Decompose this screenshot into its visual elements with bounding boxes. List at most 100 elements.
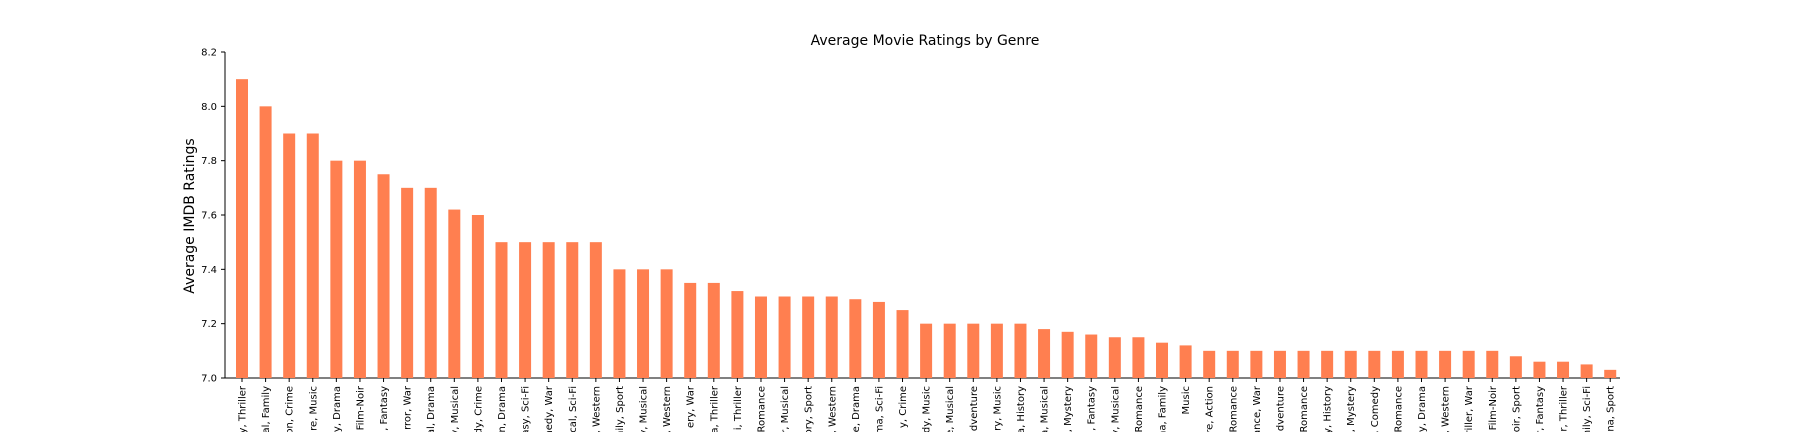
bar [1580, 364, 1593, 378]
bar [1368, 350, 1381, 378]
bar [1533, 361, 1546, 378]
x-axis-ticks: y, Thriller al, Family on, Crime re, Music y… [238, 378, 1617, 436]
bar [802, 296, 815, 378]
bar [471, 215, 484, 378]
x-tick-label: Romance [1393, 386, 1404, 432]
bar [401, 187, 414, 378]
x-tick-label: Romance [1228, 386, 1239, 432]
x-tick-label: oir, Sport [1511, 386, 1522, 432]
bar [589, 242, 602, 378]
x-tick-label: y, Thriller [238, 385, 249, 432]
bar [943, 323, 956, 378]
x-tick-label: y, Musical [639, 386, 650, 432]
bar [1415, 350, 1428, 378]
bar [330, 160, 343, 378]
bar [613, 269, 626, 378]
bar [566, 242, 579, 378]
bar [967, 323, 980, 378]
y-tick-label: 8.2 [201, 48, 217, 59]
x-tick-label: a, History [1016, 386, 1027, 432]
x-tick-label: riller, War [1464, 385, 1475, 432]
y-tick-label: 7.4 [201, 265, 217, 276]
x-tick-label: r, Musical [780, 386, 791, 432]
bar [1486, 350, 1499, 378]
bar [306, 133, 319, 378]
x-tick-label: asy, Sci-Fi [521, 386, 532, 432]
bar [778, 296, 791, 378]
x-tick-label: na, Family [1158, 386, 1169, 432]
x-tick-label: ory, Sport [804, 386, 815, 432]
bar [495, 242, 508, 378]
x-tick-label: y, Musical [1110, 386, 1121, 432]
y-axis-ticks: 7.0 7.2 7.4 7.6 7.8 8.0 8.2 [201, 48, 225, 385]
x-tick-label: re, Action [1205, 386, 1216, 432]
bar [1344, 350, 1357, 378]
x-tick-label: on, Crime [285, 386, 296, 432]
x-tick-label: r, Thriller [1559, 385, 1570, 432]
bar [1250, 350, 1263, 378]
x-tick-label: Romance [756, 386, 767, 432]
bar [424, 187, 437, 378]
x-tick-label: dy, Crime [473, 386, 484, 432]
bar [1108, 337, 1121, 378]
bar [754, 296, 767, 378]
x-tick-label: ery, War [686, 385, 697, 428]
bar [519, 242, 532, 378]
x-tick-label: e, Musical [945, 386, 956, 432]
bar [1226, 350, 1239, 378]
bar [353, 160, 366, 378]
x-tick-label: dy, Music [922, 386, 933, 432]
x-tick-label: na, Sport [1606, 386, 1617, 432]
x-tick-label: Film-Noir [1488, 385, 1499, 430]
bar [1038, 329, 1051, 378]
bar [707, 282, 720, 378]
bar [896, 310, 909, 378]
x-tick-label: Romance [1134, 386, 1145, 432]
bar [849, 299, 862, 378]
bar-series [236, 79, 1617, 379]
x-tick-label: , Western [1441, 386, 1452, 432]
x-tick-label: Film-Noir [355, 385, 366, 430]
x-tick-label: y, History [1323, 386, 1334, 432]
bar [1085, 334, 1098, 378]
x-tick-label: nily, Sport [615, 386, 626, 432]
y-tick-label: 7.8 [201, 156, 217, 167]
bar [872, 301, 885, 378]
x-tick-label: dventure [1275, 386, 1286, 431]
bar [1132, 337, 1145, 378]
bar [1061, 331, 1074, 378]
x-tick-label: nedy, War [544, 385, 555, 432]
bar [660, 269, 673, 378]
x-tick-label: i, Thriller [733, 385, 744, 430]
x-tick-label: y, Crime [898, 386, 909, 428]
x-tick-label: Music [1181, 386, 1192, 414]
bar [1604, 369, 1617, 378]
bar [920, 323, 933, 378]
x-tick-label: a, Thriller [709, 385, 720, 432]
x-tick-label: , Comedy [1370, 386, 1381, 432]
y-axis-label: Average IMDB Ratings [182, 138, 198, 293]
bar [1321, 350, 1334, 378]
x-tick-label: , Fantasy [379, 386, 390, 431]
y-tick-label: 7.2 [201, 319, 217, 330]
x-tick-label: ance, War [1252, 385, 1263, 432]
bar [1439, 350, 1452, 378]
bar [236, 79, 248, 379]
x-tick-label: al, Family [261, 386, 272, 432]
bar [684, 282, 697, 378]
bar [448, 209, 461, 378]
x-tick-label: , Western [591, 386, 602, 432]
x-tick-label: Romance [1299, 386, 1310, 432]
x-tick-label: , Mystery [1346, 386, 1357, 432]
x-tick-label: n, Drama [497, 386, 508, 432]
x-tick-label: , Fantasy [1087, 386, 1098, 431]
bar [1509, 356, 1522, 378]
x-tick-label: ma, Sci-Fi [874, 386, 885, 432]
y-tick-label: 7.6 [201, 211, 217, 222]
x-tick-label: , Western [662, 386, 673, 432]
x-tick-label: , Mystery [1063, 386, 1074, 432]
x-tick-label: y, Drama [332, 386, 343, 432]
x-tick-label: rror, War [403, 385, 414, 430]
